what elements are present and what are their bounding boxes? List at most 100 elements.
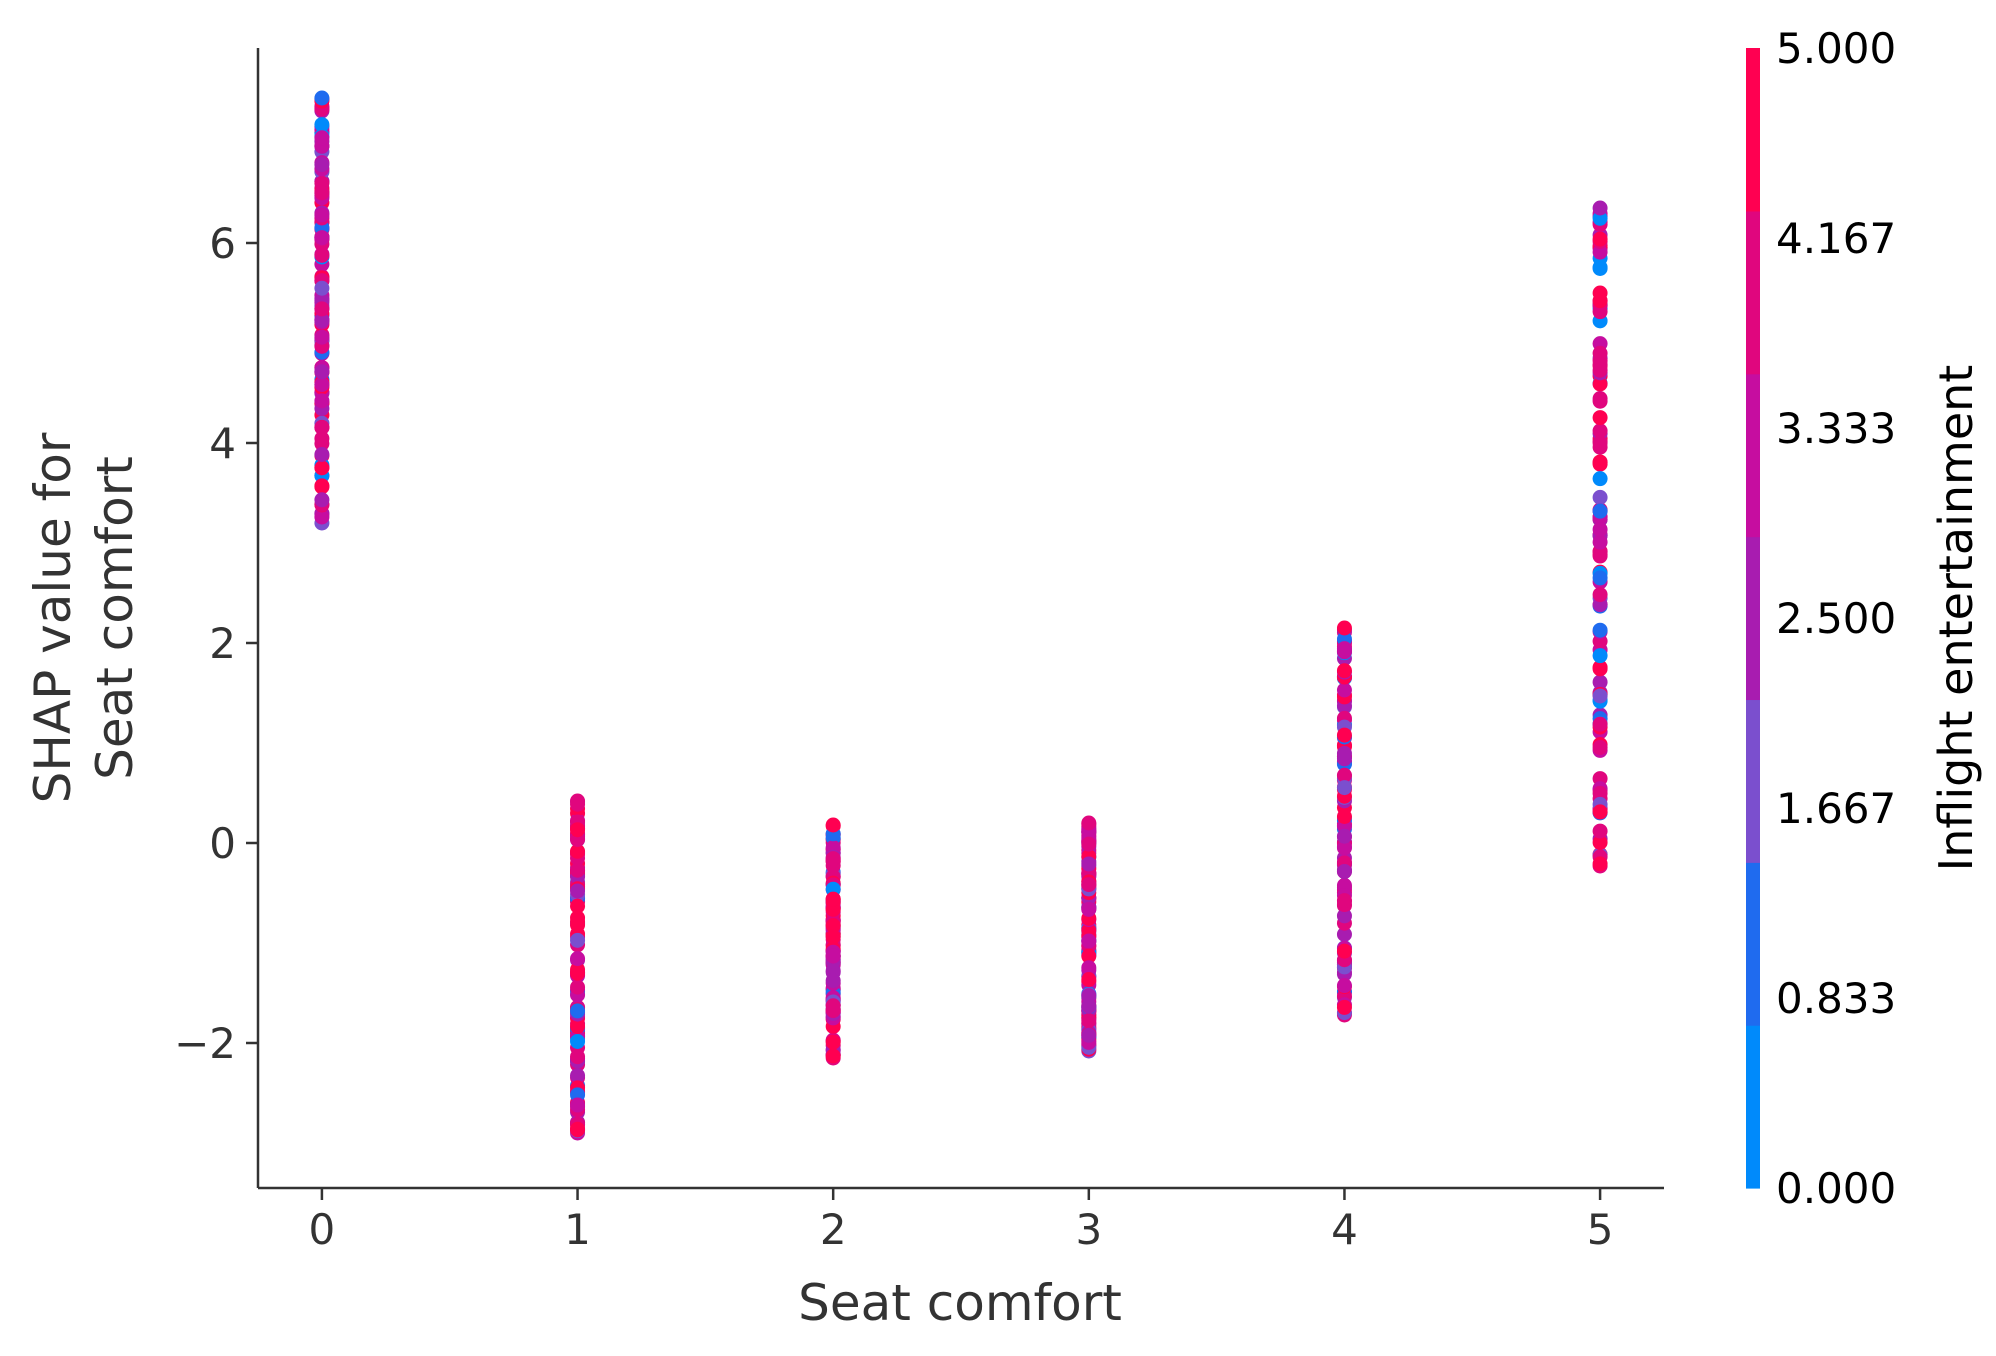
colorbar-segment (1746, 373, 1760, 538)
scatter-point (570, 1049, 586, 1065)
x-tick-label: 2 (820, 1205, 847, 1254)
scatter-point (1081, 988, 1097, 1004)
x-tick-label: 0 (309, 1205, 336, 1254)
scatter-point (314, 130, 330, 146)
scatter-point (314, 301, 330, 317)
scatter-point (1592, 674, 1608, 690)
scatter-point (570, 862, 586, 878)
scatter-point (1592, 362, 1608, 378)
scatter-point (1592, 293, 1608, 309)
scatter-point (1592, 740, 1608, 756)
scatter-point (1081, 948, 1097, 964)
scatter-point (1592, 471, 1608, 487)
scatter-point (570, 951, 586, 967)
scatter-point (314, 509, 330, 525)
x-ticks: 0 1 2 3 4 5 (309, 1188, 1613, 1254)
scatter-point (1592, 423, 1608, 439)
scatter-point (570, 898, 586, 914)
scatter-point (314, 393, 330, 409)
y-tick-label: 4 (209, 419, 236, 468)
scatter-point (1592, 455, 1608, 471)
x-tick-label: 1 (564, 1205, 591, 1254)
scatter-point (1336, 780, 1352, 796)
colorbar-tick-label: 4.167 (1776, 214, 1896, 263)
scatter-point (1081, 856, 1097, 872)
scatter-point (1592, 489, 1608, 505)
scatter-point (1592, 834, 1608, 850)
scatter-point (1592, 587, 1608, 603)
scatter-point (1592, 648, 1608, 664)
scatter-points (314, 90, 1608, 1141)
y-axis-label: SHAP value for Seat comfort (24, 432, 144, 803)
scatter-point (825, 973, 841, 989)
scatter-point (314, 329, 330, 345)
scatter-point (1592, 823, 1608, 839)
scatter-point (825, 918, 841, 934)
scatter-point (1081, 933, 1097, 949)
y-tick-label: 0 (209, 819, 236, 868)
colorbar-segment (1746, 862, 1760, 1026)
scatter-point (1081, 877, 1097, 893)
scatter-point (1336, 893, 1352, 909)
scatter-point (314, 247, 330, 263)
scatter-point (1081, 960, 1097, 976)
scatter-point (314, 117, 330, 133)
scatter-point (1592, 410, 1608, 426)
scatter-point (1336, 926, 1352, 942)
scatter-point (314, 230, 330, 246)
x-axis-label: Seat comfort (798, 1274, 1122, 1332)
y-tick-label: 6 (209, 219, 236, 268)
scatter-point (314, 460, 330, 476)
scatter-point (1336, 864, 1352, 880)
scatter-point (570, 914, 586, 930)
scatter-point (825, 891, 841, 907)
scatter-point (1336, 908, 1352, 924)
colorbar-tick-label: 0.833 (1776, 974, 1896, 1023)
scatter-point (1081, 972, 1097, 988)
scatter-point (1336, 809, 1352, 825)
colorbar: 0.000 0.833 1.667 2.500 3.333 4.167 5.000 (1746, 24, 1896, 1213)
scatter-point (570, 979, 586, 995)
scatter-point (1336, 644, 1352, 660)
scatter-point (1592, 716, 1608, 732)
scatter-point (1081, 815, 1097, 831)
scatter-point (825, 929, 841, 945)
scatter-point (314, 280, 330, 296)
scatter-point (314, 436, 330, 452)
scatter-point (314, 376, 330, 392)
colorbar-segment (1746, 210, 1760, 375)
y-axis-label-line-1: SHAP value for (24, 432, 82, 803)
scatter-point (570, 932, 586, 948)
scatter-point (1336, 727, 1352, 743)
scatter-point (1081, 1027, 1097, 1043)
y-tick-label: −2 (174, 1019, 236, 1068)
scatter-point (1592, 391, 1608, 407)
scatter-point (314, 312, 330, 328)
scatter-point (1336, 943, 1352, 959)
y-axis-label-line-2: Seat comfort (86, 456, 144, 780)
y-ticks: −2 0 2 4 6 (174, 219, 258, 1068)
scatter-point (1592, 304, 1608, 320)
scatter-point (314, 364, 330, 380)
scatter-point (1592, 231, 1608, 247)
scatter-point (1336, 745, 1352, 761)
scatter-point (570, 883, 586, 899)
scatter-point (825, 1048, 841, 1064)
scatter-point (1592, 570, 1608, 586)
scatter-point (314, 157, 330, 173)
scatter-point (1592, 503, 1608, 519)
scatter-point (1336, 620, 1352, 636)
scatter-point (314, 420, 330, 436)
scatter-point (570, 793, 586, 809)
colorbar-tick-label: 5.000 (1776, 24, 1896, 73)
scatter-point (1081, 836, 1097, 852)
scatter-point (570, 1003, 586, 1019)
scatter-point (1592, 622, 1608, 638)
scatter-point (1592, 856, 1608, 872)
scatter-point (1336, 767, 1352, 783)
colorbar-tick-label: 1.667 (1776, 784, 1896, 833)
scatter-point (314, 185, 330, 201)
scatter-point (1336, 682, 1352, 698)
scatter-point (1592, 435, 1608, 451)
scatter-point (1336, 663, 1352, 679)
